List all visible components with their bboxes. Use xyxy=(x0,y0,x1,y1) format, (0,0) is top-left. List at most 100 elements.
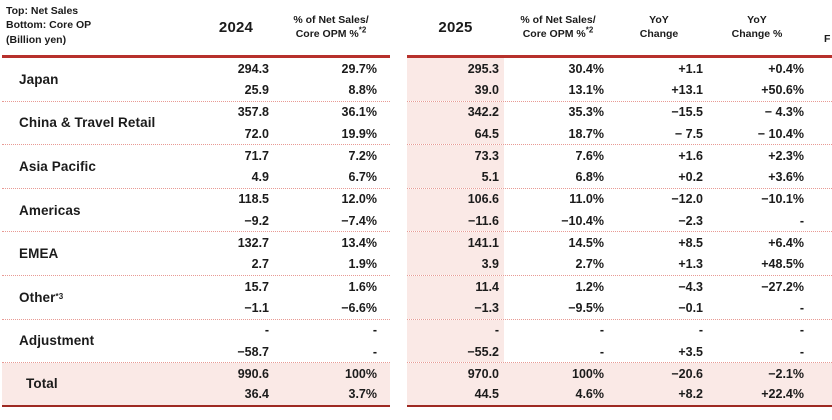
yoy-pct-core-op: +50.6% xyxy=(761,82,804,97)
pct-2025-values: 1.2% −9.5% xyxy=(504,276,612,319)
yoy-change-pct-values: − 4.3% − 10.4% xyxy=(706,102,808,145)
yoy-net-sales: +1.6 xyxy=(678,148,703,163)
yoy-pct-core-op: +22.4% xyxy=(761,387,804,402)
core-opm-pct: 2.7% xyxy=(575,257,605,272)
row-label-line1: Top: Net Sales xyxy=(6,5,79,17)
table-fy2025: 2025 % of Net Sales/ Core OPM %*2 YoY Ch… xyxy=(407,0,832,407)
table-fy2024: Top: Net Sales Bottom: Core OP (Billion … xyxy=(2,0,390,407)
col-header-yoy-change-pct: YoY Change % xyxy=(731,13,783,40)
core-op-value: 44.5 xyxy=(474,387,499,402)
yoy-net-sales: −12.0 xyxy=(671,192,703,207)
footnote-2-marker: *2 xyxy=(585,25,594,34)
col-header-yoy-change: YoY Change xyxy=(639,13,679,40)
row-label-line3: (Billion yen) xyxy=(6,33,67,46)
table-row: Japan 294.3 25.9 29.7% 8.8% xyxy=(2,58,390,102)
fy2024-values: 990.6 36.4 xyxy=(174,363,272,405)
yoy-core-op: +3.5 xyxy=(678,344,703,359)
next-column-spacer xyxy=(808,102,832,145)
next-column-spacer xyxy=(808,320,832,363)
row-label-line2: Bottom: Core OP xyxy=(6,19,92,32)
core-op-value: 36.4 xyxy=(244,387,269,402)
yoy-change-pct-values: +6.4% +48.5% xyxy=(706,232,808,275)
pct-2024-values: 7.2% 6.7% xyxy=(272,145,390,188)
yoy-pct-net-sales: − 4.3% xyxy=(764,105,804,120)
net-sales-value: 990.6 xyxy=(237,366,269,381)
net-sales-value: 141.1 xyxy=(467,236,499,251)
net-sales-value: 118.5 xyxy=(238,192,269,207)
yoy-pct-core-op: +48.5% xyxy=(761,257,804,272)
fy2024-values: 132.7 2.7 xyxy=(174,232,272,275)
table-row: 342.2 64.5 35.3% 18.7% −15.5 − 7.5 − 4.3… xyxy=(407,101,832,146)
col-header-pct-2025: % of Net Sales/ Core OPM %*2 xyxy=(504,0,612,55)
fy2024-values: - −58.7 xyxy=(174,320,272,363)
pct-2024-values: 1.6% −6.6% xyxy=(272,276,390,319)
yoy-change-values: −12.0 −2.3 xyxy=(612,189,706,232)
yoy-pct-core-op: - xyxy=(799,344,804,359)
yoy-pct-core-op: - xyxy=(799,213,804,228)
yoy-change-pct-values: +0.4% +50.6% xyxy=(706,58,808,101)
pct-2024-values: 12.0% −7.4% xyxy=(272,189,390,232)
net-sales-pct: 13.4% xyxy=(341,236,377,251)
footnote-2-marker: *2 xyxy=(358,25,367,34)
core-op-value: 2.7 xyxy=(251,257,269,272)
next-column-spacer xyxy=(808,363,832,405)
yoy-pct-net-sales: −10.1% xyxy=(761,192,804,207)
core-op-value: 4.9 xyxy=(251,170,269,185)
yoy-change-pct-values: −2.1% +22.4% xyxy=(706,363,808,405)
core-opm-pct: 13.1% xyxy=(568,82,604,97)
table-fy2024-body: Japan 294.3 25.9 29.7% 8.8% China & Trav… xyxy=(2,58,390,407)
yoy-change-values: −15.5 − 7.5 xyxy=(612,102,706,145)
table-row: Asia Pacific 71.7 4.9 7.2% 6.7% xyxy=(2,145,390,189)
fy2025-values: 73.3 5.1 xyxy=(407,145,504,188)
next-column-spacer xyxy=(808,145,832,188)
pct-header-line1: % of Net Sales/ xyxy=(520,13,596,26)
net-sales-pct: - xyxy=(372,323,377,338)
table-row: 73.3 5.1 7.6% 6.8% +1.6 +0.2 +2.3% +3.6% xyxy=(407,145,832,189)
net-sales-value: 342.2 xyxy=(467,105,499,120)
core-opm-pct: - xyxy=(372,344,377,359)
next-column-spacer xyxy=(808,189,832,232)
region-label: EMEA xyxy=(19,246,59,262)
region-label: Japan xyxy=(19,71,59,87)
net-sales-value: 11.4 xyxy=(475,279,499,294)
core-opm-pct: −9.5% xyxy=(568,300,604,315)
core-opm-pct: 6.7% xyxy=(348,170,378,185)
net-sales-value: - xyxy=(264,323,269,338)
yoy-change-values: −20.6 +8.2 xyxy=(612,363,706,405)
yoy-core-op: +8.2 xyxy=(678,387,703,402)
table-fy2024-header: Top: Net Sales Bottom: Core OP (Billion … xyxy=(2,0,390,58)
net-sales-pct: 36.1% xyxy=(341,105,377,120)
net-sales-pct: 100% xyxy=(572,366,604,381)
yoy-net-sales: −15.5 xyxy=(671,105,703,120)
table-row: 11.4 −1.3 1.2% −9.5% −4.3 −0.1 −27.2% - xyxy=(407,275,832,320)
yoy-core-op: +0.2 xyxy=(678,170,703,185)
core-op-value: −1.1 xyxy=(244,300,269,315)
yoy-change-pct-values: +2.3% +3.6% xyxy=(706,145,808,188)
core-op-value: 25.9 xyxy=(244,82,269,97)
yoy-change-values: −4.3 −0.1 xyxy=(612,276,706,319)
pct-2025-values: 14.5% 2.7% xyxy=(504,232,612,275)
yoy-pct-net-sales: −2.1% xyxy=(768,366,804,381)
core-opm-pct: −6.6% xyxy=(341,300,377,315)
yoy-net-sales: - xyxy=(698,323,703,338)
yoy-pct-core-op: +3.6% xyxy=(768,170,804,185)
core-opm-pct: −10.4% xyxy=(561,213,604,228)
net-sales-value: 970.0 xyxy=(467,366,499,381)
core-op-value: −58.7 xyxy=(237,344,269,359)
fy2024-values: 71.7 4.9 xyxy=(174,145,272,188)
net-sales-pct: 7.2% xyxy=(348,148,378,163)
yoy-change-values: +1.6 +0.2 xyxy=(612,145,706,188)
next-column-spacer xyxy=(808,276,832,319)
pct-header-line2: Core OPM %*2 xyxy=(295,25,367,40)
core-opm-pct: 4.6% xyxy=(575,387,605,402)
yoy-core-op: +1.3 xyxy=(678,257,703,272)
region-label: Americas xyxy=(19,202,81,218)
pct-2024-values: 29.7% 8.8% xyxy=(272,58,390,101)
yoy-net-sales: −4.3 xyxy=(678,279,703,294)
table-row: EMEA 132.7 2.7 13.4% 1.9% xyxy=(2,232,390,276)
table-row: 141.1 3.9 14.5% 2.7% +8.5 +1.3 +6.4% +48… xyxy=(407,232,832,276)
net-sales-value: 106.6 xyxy=(467,192,499,207)
col-header-pct-2024: % of Net Sales/ Core OPM %*2 xyxy=(272,0,390,55)
pct-2024-values: 36.1% 19.9% xyxy=(272,102,390,145)
pct-2024-values: - - xyxy=(272,320,390,363)
